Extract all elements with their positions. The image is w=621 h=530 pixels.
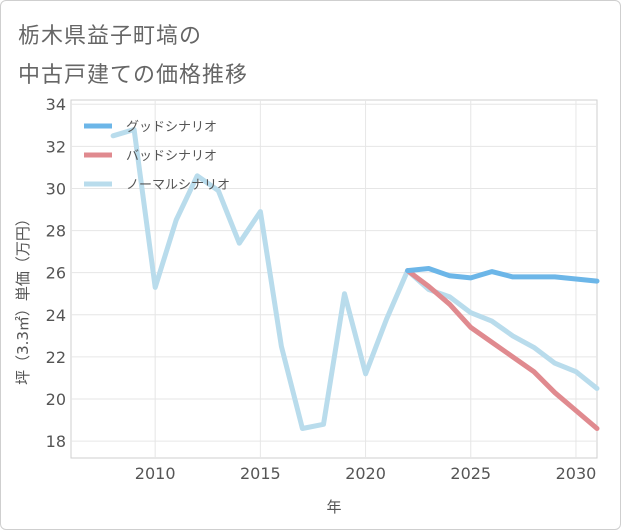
x-tick-label: 2020: [345, 464, 386, 483]
series-line-2: [110, 127, 600, 431]
series-line-0: [405, 266, 600, 284]
series-lines: [110, 127, 600, 431]
x-tick-label: 2030: [556, 464, 597, 483]
legend-label-1: バッドシナリオ: [126, 149, 217, 164]
y-tick-label: 28: [46, 222, 66, 241]
legend-label-0: グッドシナリオ: [126, 120, 217, 135]
y-axis-label: 坪（3.3㎡）単価（万円）: [14, 211, 32, 385]
x-tick-label: 2015: [240, 464, 281, 483]
x-tick-label: 2025: [450, 464, 491, 483]
y-tick-label: 30: [46, 179, 66, 198]
chart-title-line1: 栃木県益子町塙の: [18, 24, 203, 49]
y-tick-label: 20: [46, 390, 66, 409]
y-tick-label: 18: [46, 432, 66, 451]
x-axis-label: 年: [326, 498, 341, 516]
series-line-1: [405, 268, 600, 431]
x-tick-label: 2010: [135, 464, 176, 483]
y-tick-label: 34: [46, 95, 66, 114]
y-tick-label: 26: [46, 264, 66, 283]
legend-label-2: ノーマルシナリオ: [126, 178, 230, 193]
y-tick-label: 24: [46, 306, 66, 325]
y-tick-label: 32: [46, 137, 66, 156]
axis-ticks: 18 20 22 24 26 28 30 32 34 2010 2015 2020 2025 2030: [46, 95, 597, 483]
y-tick-label: 22: [46, 348, 66, 367]
chart-title-line2: 中古戸建ての価格推移: [18, 63, 249, 88]
